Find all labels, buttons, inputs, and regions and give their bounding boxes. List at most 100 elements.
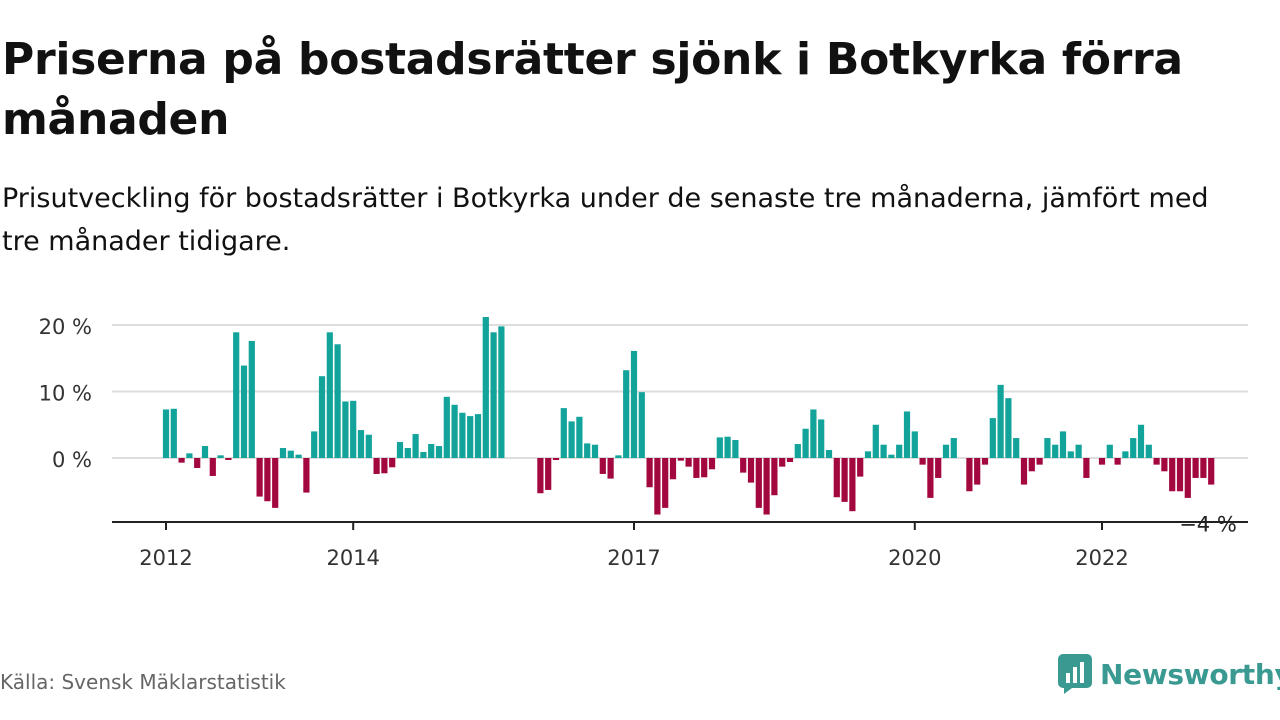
bar <box>264 458 271 502</box>
bar <box>443 396 450 458</box>
bar <box>833 458 840 498</box>
bar <box>428 444 435 458</box>
y-tick-label: 10 % <box>39 382 92 406</box>
bar <box>935 458 942 478</box>
bar <box>1114 458 1121 465</box>
bar <box>654 458 661 515</box>
bar <box>794 444 801 458</box>
bar <box>911 431 918 458</box>
bar <box>662 458 669 508</box>
bar <box>225 458 232 460</box>
bar <box>708 458 716 470</box>
bar <box>623 370 630 458</box>
source-note: Källa: Svensk Mäklarstatistik <box>0 670 286 694</box>
bar <box>420 452 427 458</box>
bar <box>178 458 185 463</box>
bar <box>677 458 684 461</box>
bar <box>1145 444 1152 458</box>
bar <box>194 458 201 468</box>
x-tick-label: 2020 <box>888 546 941 570</box>
bar <box>630 350 638 458</box>
bar <box>357 430 365 458</box>
x-tick-label: 2014 <box>326 546 379 570</box>
bar <box>716 437 723 458</box>
bar <box>1169 458 1176 492</box>
bar <box>942 444 950 458</box>
bar <box>1208 458 1215 485</box>
bar <box>451 404 458 458</box>
bar <box>997 384 1004 458</box>
x-tick-label: 2012 <box>139 546 192 570</box>
x-tick-label: 2022 <box>1075 546 1128 570</box>
bar <box>849 458 856 512</box>
bar <box>287 450 294 459</box>
bar <box>498 326 505 458</box>
bar <box>1106 444 1113 458</box>
bar <box>903 411 911 458</box>
bar <box>818 419 825 458</box>
x-tick-label: 2017 <box>607 546 660 570</box>
bar <box>825 450 833 458</box>
bar <box>1067 451 1074 458</box>
bar <box>248 340 255 458</box>
bar <box>1028 458 1035 472</box>
bar <box>981 458 989 465</box>
bar <box>701 458 708 478</box>
bar <box>459 412 466 458</box>
bar <box>295 454 302 459</box>
bar <box>233 332 240 458</box>
bar <box>1153 458 1160 465</box>
bar <box>303 458 310 493</box>
bar <box>1036 458 1043 465</box>
bar <box>1161 458 1168 472</box>
bar <box>896 444 903 458</box>
bar <box>802 428 809 458</box>
bar <box>607 458 614 479</box>
bar <box>669 458 677 480</box>
bar <box>755 458 762 508</box>
bar <box>584 443 591 458</box>
bar <box>974 458 981 485</box>
bar <box>1020 458 1028 485</box>
bar <box>217 455 224 458</box>
bar <box>389 458 396 468</box>
bar <box>638 392 645 458</box>
bar <box>786 458 794 462</box>
bar <box>256 458 263 497</box>
bar <box>989 418 996 458</box>
bar <box>1184 458 1191 498</box>
bar <box>919 458 926 465</box>
x-axis-ticks: 2012 2014 2017 2020 2022 <box>139 522 1129 570</box>
bar <box>412 434 419 458</box>
bar <box>1137 424 1145 458</box>
y-tick-label: 20 % <box>39 315 92 339</box>
bar <box>1098 458 1106 465</box>
bar <box>1083 458 1090 478</box>
bar <box>1122 451 1129 458</box>
bar <box>272 458 279 508</box>
bar <box>1176 458 1184 492</box>
newsworthy-logo-icon <box>1058 654 1092 694</box>
bar <box>435 446 443 458</box>
bar <box>186 453 193 458</box>
bar <box>685 458 692 467</box>
bar <box>747 458 755 483</box>
bar <box>467 416 474 458</box>
bar <box>576 416 583 458</box>
bar <box>591 444 599 458</box>
bar-chart: 0 % 10 % 20 % 2012 2014 2017 2020 2022 −4 % <box>39 315 1248 570</box>
bar <box>365 434 372 458</box>
bar <box>474 414 482 458</box>
bar <box>1013 438 1020 458</box>
bar <box>545 458 552 490</box>
brand-logo: Newsworthy <box>1058 654 1280 694</box>
bar <box>599 458 606 474</box>
bar <box>1059 431 1067 458</box>
bar <box>568 421 575 458</box>
bar <box>1200 458 1207 478</box>
bar <box>810 409 817 458</box>
bar <box>888 454 895 459</box>
bar <box>693 458 700 478</box>
bar <box>1052 444 1059 458</box>
bar <box>1075 444 1082 458</box>
